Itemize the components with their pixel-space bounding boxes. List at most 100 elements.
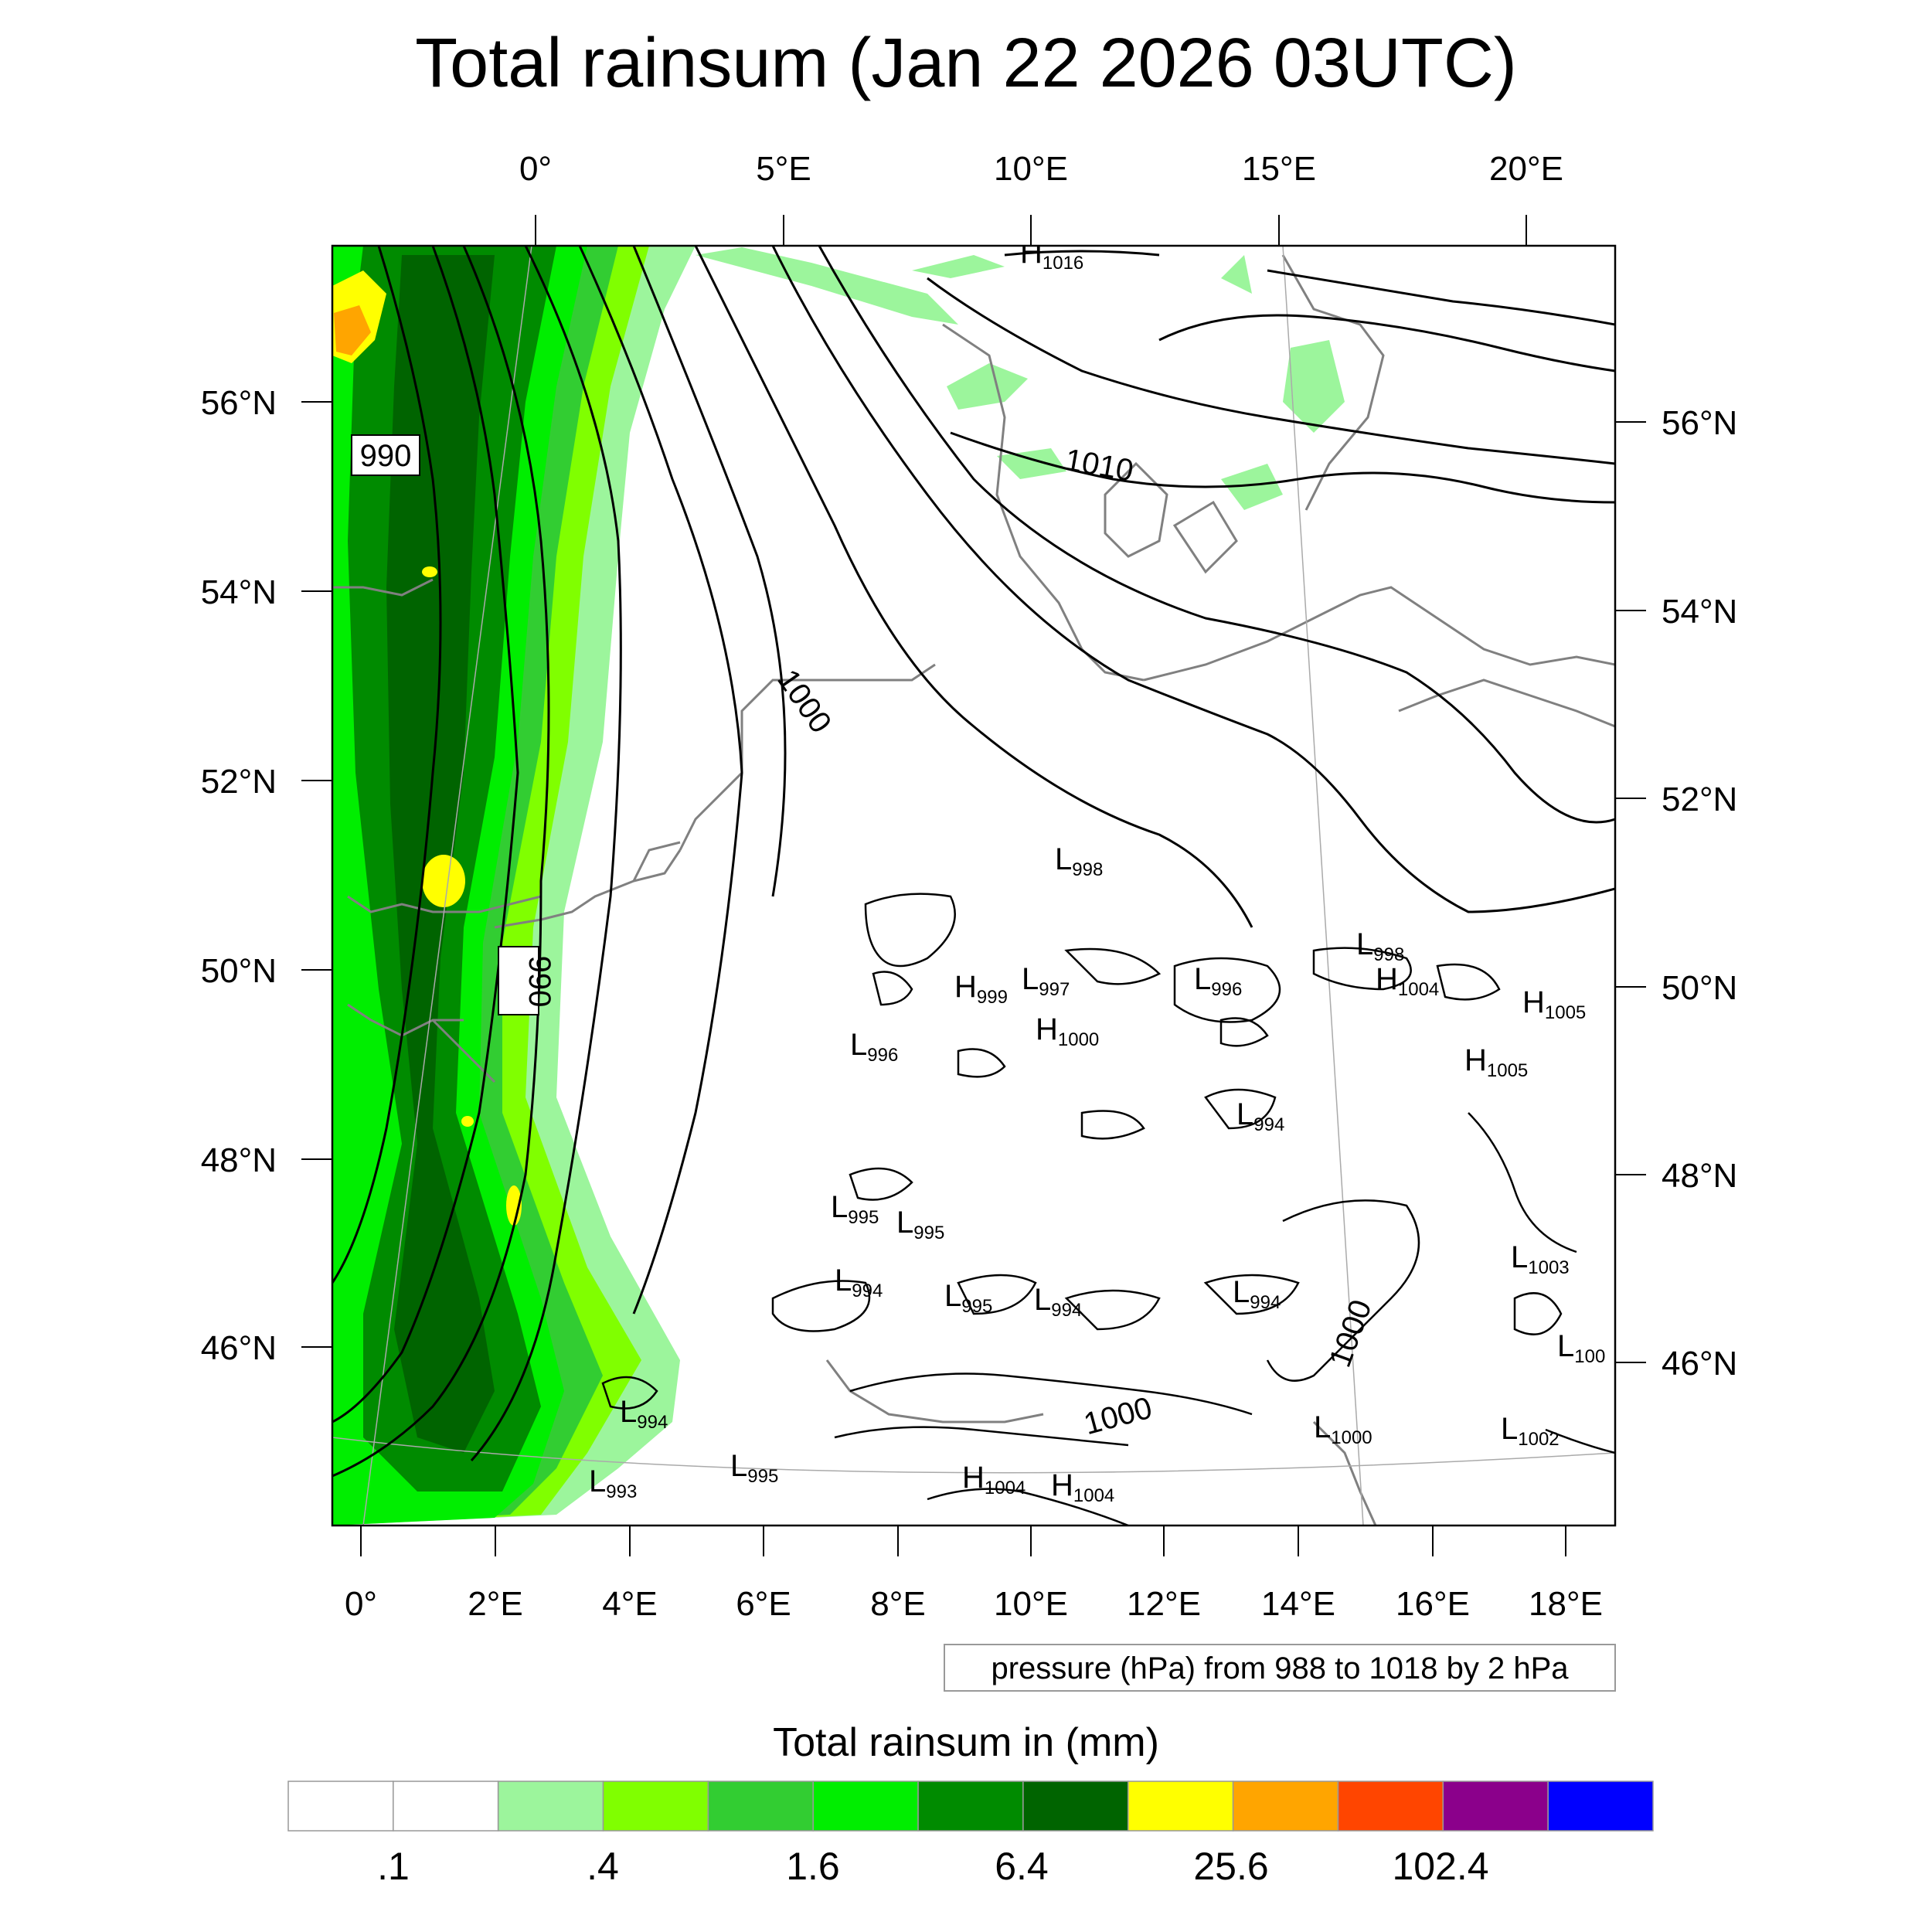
svg-text:L995: L995 [831, 1190, 879, 1228]
high-center: H1005 [1464, 1043, 1528, 1081]
lon-label: 12°E [1127, 1585, 1201, 1623]
right-lat-ticks [1615, 421, 1646, 1363]
svg-text:L995: L995 [896, 1206, 944, 1243]
svg-text:L995: L995 [730, 1449, 778, 1487]
lon-label: 14°E [1261, 1585, 1335, 1623]
low-center: L998 [1055, 842, 1103, 880]
svg-text:L994: L994 [1236, 1097, 1284, 1135]
svg-text:H1000: H1000 [1036, 1012, 1099, 1050]
colorbar-cell [497, 1781, 604, 1832]
low-center: L994 [620, 1395, 668, 1433]
low-center: L994 [1236, 1097, 1284, 1135]
top-lon-ticks [535, 215, 1527, 246]
svg-text:L994: L994 [620, 1395, 668, 1433]
svg-text:L994: L994 [1233, 1275, 1281, 1313]
lat-label: 56°N [1662, 404, 1737, 442]
rain-field [332, 246, 1345, 1526]
low-center: L100 [1557, 1329, 1605, 1367]
colorbar-cell [707, 1781, 814, 1832]
high-center: H999 [954, 970, 1008, 1008]
map-area: 990 990 1010 1000 1000 1000 H1016 L998 L… [332, 236, 1615, 1526]
map-frame [331, 244, 1617, 1527]
colorbar-cell [1547, 1781, 1654, 1832]
low-center: L993 [589, 1464, 637, 1502]
colorbar-cell [1022, 1781, 1129, 1832]
colorbar-tick-label: .1 [377, 1845, 410, 1888]
svg-text:H1016: H1016 [1020, 236, 1083, 274]
svg-text:L996: L996 [850, 1028, 898, 1066]
svg-text:L1002: L1002 [1501, 1412, 1560, 1450]
colorbar-tick-label: 102.4 [1392, 1845, 1488, 1888]
lat-label: 46°N [201, 1329, 277, 1367]
lat-label: 52°N [1662, 781, 1737, 818]
svg-text:L995: L995 [944, 1279, 992, 1317]
low-center: L994 [1233, 1275, 1281, 1313]
low-center: L996 [850, 1028, 898, 1066]
svg-text:L1000: L1000 [1314, 1410, 1372, 1448]
colorbar-cell [602, 1781, 709, 1832]
low-center: L998 [1356, 927, 1404, 965]
colorbar-cell [917, 1781, 1024, 1832]
lat-label: 52°N [201, 763, 277, 801]
high-center: H1004 [962, 1461, 1026, 1498]
colorbar-tick-labels: .1 .4 1.6 6.4 25.6 102.4 [377, 1845, 1488, 1888]
svg-text:H1005: H1005 [1464, 1043, 1528, 1081]
svg-text:H999: H999 [954, 970, 1008, 1008]
colorbar-tick-label: 25.6 [1193, 1845, 1268, 1888]
low-center: L994 [835, 1264, 883, 1301]
lon-label: 8°E [870, 1585, 925, 1623]
lon-label: 4°E [602, 1585, 657, 1623]
low-center: L995 [896, 1206, 944, 1243]
colorbar-cell [1128, 1781, 1234, 1832]
lon-label: 20°E [1489, 150, 1563, 188]
high-center: H1016 [1020, 236, 1083, 274]
low-center: L996 [1194, 962, 1242, 1000]
bottom-lon-labels: 0° 2°E 4°E 6°E 8°E 10°E 12°E 14°E 16°E 1… [345, 1585, 1603, 1623]
colorbar-tick-label: .4 [587, 1845, 619, 1888]
lat-label: 50°N [1662, 969, 1737, 1007]
isobar-cells [601, 893, 1615, 1526]
lat-label: 54°N [1662, 593, 1737, 631]
lat-label: 48°N [201, 1141, 277, 1179]
lon-label: 0° [519, 150, 552, 188]
lon-label: 2°E [468, 1585, 522, 1623]
svg-text:L998: L998 [1356, 927, 1404, 965]
colorbar-cell [1337, 1781, 1444, 1832]
lon-label: 0° [345, 1585, 377, 1623]
pressure-centers: H1016 L998 L998 H999 L997 L996 H1004 H10… [589, 236, 1605, 1506]
contour-info-box [944, 1644, 1616, 1692]
colorbar-title: Total rainsum in (mm) [773, 1720, 1159, 1765]
lat-label: 46°N [1662, 1345, 1737, 1383]
lon-label: 5°E [756, 150, 811, 188]
lon-label: 10°E [994, 150, 1068, 188]
svg-text:H1004: H1004 [1051, 1468, 1114, 1506]
lat-label: 48°N [1662, 1157, 1737, 1195]
low-center: L1002 [1501, 1412, 1560, 1450]
svg-text:L996: L996 [1194, 962, 1242, 1000]
top-lon-labels: 0° 5°E 10°E 15°E 20°E [519, 150, 1563, 188]
isobars [332, 246, 1615, 1478]
right-lat-labels: 56°N 54°N 52°N 50°N 48°N 46°N [1662, 404, 1737, 1383]
colorbar-cell [287, 1781, 394, 1832]
low-center: L995 [730, 1449, 778, 1487]
low-center: L1003 [1511, 1240, 1570, 1278]
svg-text:L100: L100 [1557, 1329, 1605, 1367]
svg-text:H1005: H1005 [1522, 985, 1586, 1023]
lon-label: 18°E [1529, 1585, 1603, 1623]
lat-label: 50°N [201, 952, 277, 990]
colorbar-cell [393, 1781, 499, 1832]
chart-title: Total rainsum (Jan 22 2026 03UTC) [415, 25, 1517, 102]
left-lat-ticks [301, 401, 332, 1348]
lat-label: 56°N [201, 384, 277, 422]
svg-text:L993: L993 [589, 1464, 637, 1502]
colorbar-cell [1442, 1781, 1549, 1832]
left-lat-labels: 56°N 54°N 52°N 50°N 48°N 46°N [201, 384, 277, 1367]
high-center: H1005 [1522, 985, 1586, 1023]
bottom-lon-ticks [360, 1526, 1566, 1556]
colorbar-cell [1232, 1781, 1339, 1832]
lon-label: 6°E [736, 1585, 791, 1623]
isobar-label: 990 [360, 439, 412, 473]
svg-text:L1003: L1003 [1511, 1240, 1570, 1278]
svg-text:L997: L997 [1022, 962, 1070, 1000]
